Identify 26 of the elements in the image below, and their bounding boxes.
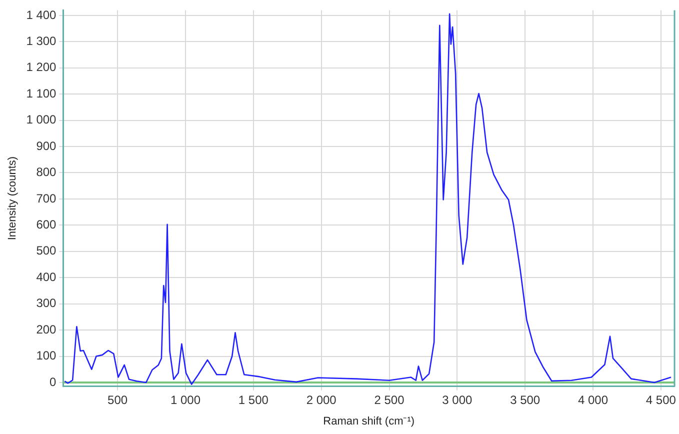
y-tick-label: 300: [36, 296, 57, 310]
x-tick-label: 1 500: [238, 392, 269, 407]
y-tick-label: 900: [36, 138, 57, 153]
y-tick-label: 700: [36, 191, 57, 206]
x-tick-label: 4 000: [578, 392, 608, 407]
x-tick-label: 2 500: [374, 392, 405, 407]
y-tick-label: 1 300: [26, 34, 57, 48]
x-tick-label: 1 000: [170, 392, 201, 407]
y-tick-label: 800: [36, 165, 57, 180]
x-axis-title: Raman shift (cm⁻¹): [323, 415, 415, 428]
y-tick-label: 500: [36, 244, 57, 258]
y-tick-label: 400: [36, 270, 57, 284]
y-tick-label: 600: [36, 217, 57, 232]
x-tick-label: 3 500: [510, 392, 540, 407]
y-tick-label: 1 200: [26, 60, 57, 74]
y-tick-label: 1 400: [26, 8, 57, 22]
x-tick-label: 4 500: [646, 392, 676, 407]
x-tick-label: 2 000: [306, 392, 337, 407]
y-tick-label: 100: [36, 348, 57, 363]
y-axis-title: Intensity (counts): [6, 156, 19, 240]
y-tick-label: 1 100: [26, 86, 57, 100]
x-tick-label: 500: [108, 392, 128, 407]
y-tick-label: 200: [36, 322, 57, 336]
y-tick-label: 0: [50, 374, 57, 389]
x-tick-label: 3 000: [442, 392, 473, 407]
y-tick-label: 1 000: [26, 112, 57, 127]
